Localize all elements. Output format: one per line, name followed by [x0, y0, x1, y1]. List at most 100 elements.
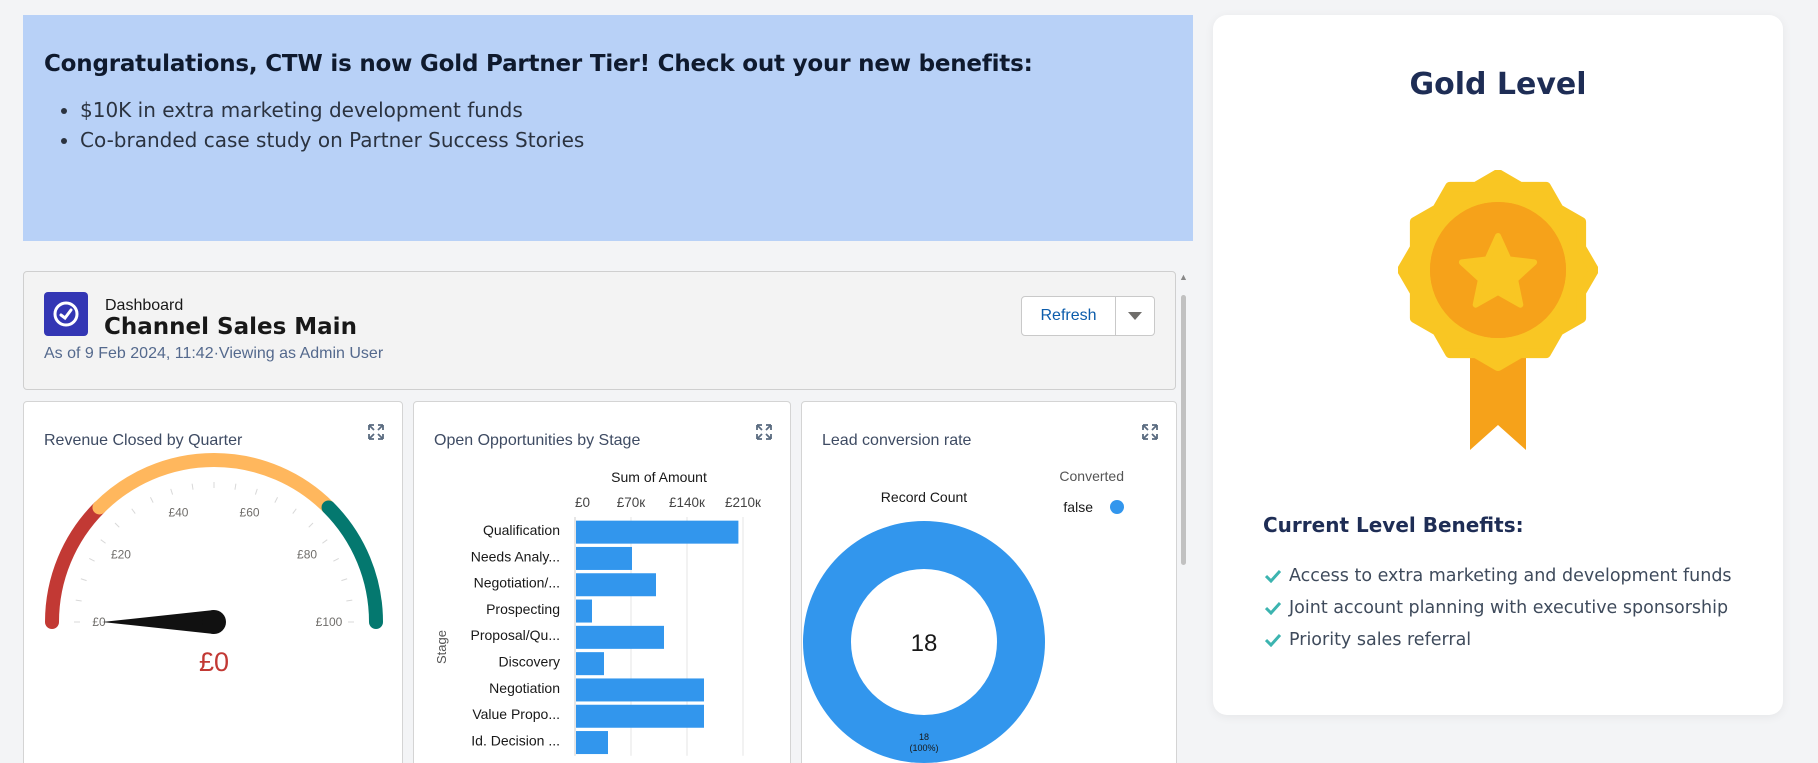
- benefit-item: Joint account planning with executive sp…: [1265, 592, 1732, 624]
- dashboard-kicker: Dashboard: [105, 297, 184, 314]
- check-icon: [1265, 569, 1281, 583]
- gold-level-panel: Gold Level Current Level Benefits: Acces…: [1213, 15, 1783, 715]
- gauge-tick-mark: [274, 497, 279, 503]
- dashboard-scrollbar[interactable]: ▲: [1179, 272, 1188, 763]
- gauge-tick-label: £40: [168, 506, 188, 520]
- bar-y-axis-title: Stage: [434, 630, 449, 664]
- bar: [576, 546, 632, 570]
- bar-x-tick-label: £140к: [669, 495, 705, 510]
- gauge-tick-mark: [131, 508, 136, 514]
- chevron-down-icon: [1128, 311, 1142, 320]
- gauge-tick-label: £60: [240, 506, 260, 520]
- scrollbar-thumb[interactable]: [1181, 295, 1186, 565]
- bar-category-label: Negotiation: [489, 680, 560, 696]
- gauge-tick-mark: [346, 599, 353, 602]
- gauge-band: [45, 500, 107, 629]
- revenue-gauge-card: Revenue Closed by Quarter £0 £20 £40 £60 £80…: [23, 401, 403, 763]
- bar-axis-title: Sum of Amount: [611, 469, 707, 485]
- bar-x-tick-label: £70к: [617, 495, 646, 510]
- scroll-up-icon[interactable]: ▲: [1179, 272, 1188, 282]
- bar-category-label: Id. Decision ...: [471, 732, 560, 748]
- gauge-tick-mark: [89, 557, 95, 562]
- gauge-tick-mark: [292, 508, 297, 514]
- card-title: Open Opportunities by Stage: [434, 432, 641, 449]
- bar-category-label: Negotiation/...: [474, 575, 560, 591]
- gauge-tick-label: £80: [297, 547, 317, 561]
- gauge-band: [321, 500, 383, 629]
- check-icon: [1265, 633, 1281, 647]
- benefit-item: Priority sales referral: [1265, 624, 1732, 656]
- gauge-value-label: £0: [198, 647, 230, 677]
- donut-legend-label: false: [1063, 499, 1093, 515]
- gold-level-title: Gold Level: [1409, 67, 1587, 102]
- dashboard-timestamp: As of 9 Feb 2024, 11:42·Viewing as Admin…: [44, 345, 384, 362]
- gauge-tick-mark: [75, 599, 82, 602]
- bar: [576, 704, 704, 728]
- gauge-tick-mark: [170, 488, 174, 495]
- revenue-gauge-chart: £0 £20 £40 £60 £80 £100: [45, 453, 383, 634]
- donut-legend-title: Converted: [1059, 468, 1124, 484]
- card-title: Lead conversion rate: [822, 432, 972, 449]
- banner-benefit-item: $10K in extra marketing development fund…: [80, 95, 1173, 125]
- benefit-label: Access to extra marketing and developmen…: [1289, 566, 1732, 586]
- gauge-tick-mark: [333, 557, 339, 562]
- benefit-label: Joint account planning with executive sp…: [1289, 598, 1729, 618]
- donut-subtitle: Record Count: [881, 489, 967, 505]
- bar-category-label: Proposal/Qu...: [471, 627, 561, 643]
- gauge-tick-label: £20: [111, 547, 131, 561]
- bar-category-label: Qualification: [483, 522, 560, 538]
- bar-x-tick-label: £210к: [725, 495, 761, 510]
- bar: [576, 573, 656, 597]
- medal-star: [1458, 233, 1538, 308]
- gauge-tick-label: £0: [92, 615, 106, 629]
- gauge-band: [92, 453, 336, 515]
- gauge-needle-hub: [202, 610, 226, 634]
- gold-tier-banner: Congratulations, CTW is now Gold Partner…: [23, 15, 1193, 241]
- bar: [576, 599, 592, 623]
- expand-icon[interactable]: [1142, 424, 1158, 440]
- gauge-tick-mark: [308, 522, 314, 528]
- donut-legend-swatch: [1110, 500, 1124, 514]
- bar: [576, 520, 739, 544]
- gauge-tick-mark: [100, 539, 106, 544]
- dashboard-header: Dashboard Channel Sales Main As of 9 Feb…: [23, 271, 1176, 390]
- bar-x-tick-label: £0: [575, 495, 590, 510]
- bar: [576, 678, 704, 702]
- dashboard-menu-button[interactable]: [1116, 296, 1155, 336]
- benefit-item: Access to extra marketing and developmen…: [1265, 560, 1732, 592]
- donut-slice-label: (100%): [909, 743, 938, 753]
- expand-icon[interactable]: [368, 424, 384, 440]
- bar: [576, 625, 664, 649]
- lead-conversion-card: Lead conversion rate Record Count Convert…: [801, 401, 1177, 763]
- gauge-tick-mark: [114, 522, 120, 528]
- bar-category-label: Discovery: [499, 654, 560, 670]
- banner-benefit-item: Co-branded case study on Partner Success…: [80, 125, 1173, 155]
- gauge-needle: [102, 610, 214, 634]
- bar-category-label: Prospecting: [486, 601, 560, 617]
- opportunities-bar-chart: Sum of Amount £0 £70к £140к £210к Qualificati…: [434, 469, 761, 756]
- expand-icon[interactable]: [756, 424, 772, 440]
- gauge-tick-mark: [254, 488, 258, 495]
- bar: [576, 731, 608, 755]
- banner-benefit-list: $10K in extra marketing development fund…: [44, 95, 1173, 155]
- benefit-label: Priority sales referral: [1289, 630, 1472, 650]
- gauge-tick-mark: [341, 578, 348, 582]
- donut-slice: [803, 521, 1045, 763]
- refresh-button[interactable]: Refresh: [1021, 296, 1116, 336]
- gauge-tick-mark: [234, 483, 237, 490]
- gauge-tick-mark: [80, 578, 87, 582]
- bar-category-label: Needs Analy...: [471, 548, 560, 564]
- gauge-tick-label: £100: [316, 615, 343, 629]
- benefits-title: Current Level Benefits:: [1263, 513, 1524, 537]
- check-icon: [1265, 601, 1281, 615]
- gauge-tick-mark: [149, 497, 154, 503]
- donut-center-value: 18: [911, 630, 938, 657]
- bar: [576, 652, 604, 676]
- opportunities-bar-card: Open Opportunities by Stage Sum of Amoun…: [413, 401, 791, 763]
- dashboard-title: Channel Sales Main: [104, 314, 357, 340]
- gauge-tick-mark: [191, 483, 194, 490]
- banner-headline: Congratulations, CTW is now Gold Partner…: [44, 51, 1033, 77]
- card-title: Revenue Closed by Quarter: [44, 432, 243, 449]
- benefits-list: Access to extra marketing and developmen…: [1265, 560, 1732, 656]
